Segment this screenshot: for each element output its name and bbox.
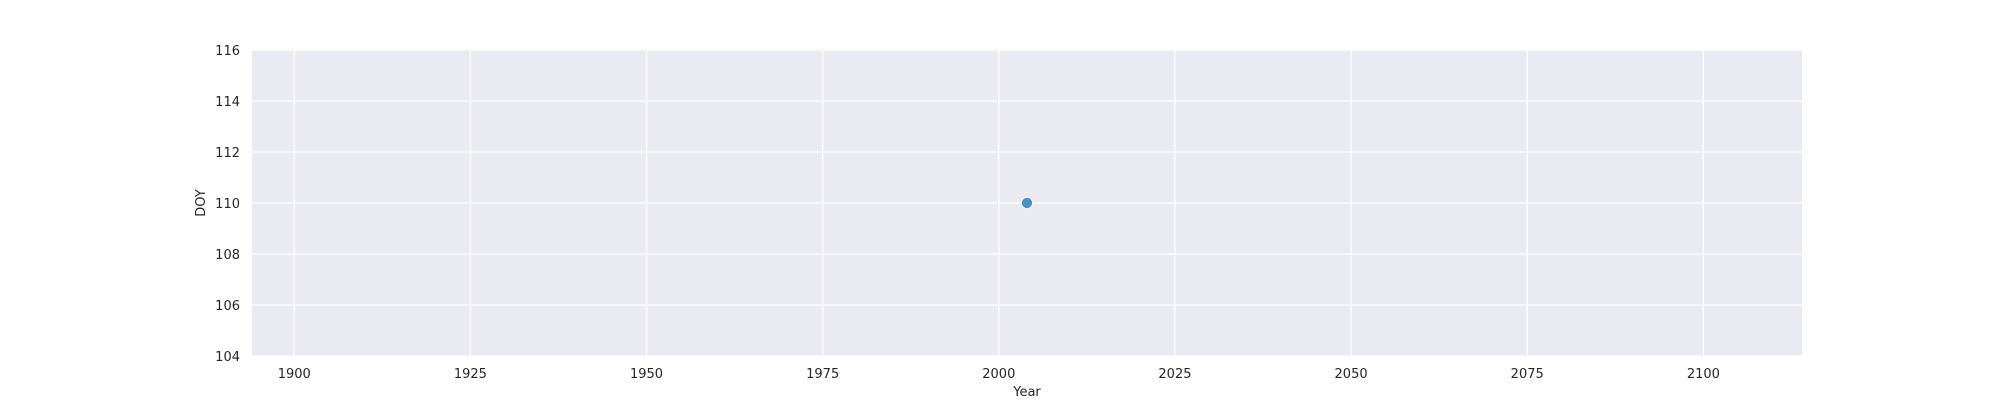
y-tick-label: 108 <box>215 248 240 263</box>
x-tick-label: 1975 <box>806 367 839 382</box>
x-tick-label: 2100 <box>1687 367 1720 382</box>
grid-lines <box>252 49 1802 357</box>
y-tick-label: 106 <box>215 299 240 314</box>
x-tick-label: 1925 <box>454 367 487 382</box>
x-tick-label: 2025 <box>1158 367 1191 382</box>
y-tick-label: 110 <box>215 197 240 212</box>
x-tick-label: 2050 <box>1335 367 1368 382</box>
y-axis-ticks: 104 106 108 110 112 114 116 <box>215 44 240 365</box>
y-tick-label: 112 <box>215 146 240 161</box>
data-point <box>1021 197 1033 209</box>
y-axis-label: DOY <box>194 189 209 217</box>
x-tick-label: 2000 <box>982 367 1015 382</box>
y-tick-label: 104 <box>215 350 240 365</box>
data-points <box>1021 197 1033 209</box>
x-tick-label: 1900 <box>278 367 311 382</box>
y-tick-label: 114 <box>215 95 240 110</box>
x-tick-label: 1950 <box>630 367 663 382</box>
x-axis-ticks: 1900 1925 1950 1975 2000 2025 2050 2075 2100 <box>278 367 1720 382</box>
x-axis-label: Year <box>1012 385 1041 400</box>
x-tick-label: 2075 <box>1511 367 1544 382</box>
y-tick-label: 116 <box>215 44 240 59</box>
